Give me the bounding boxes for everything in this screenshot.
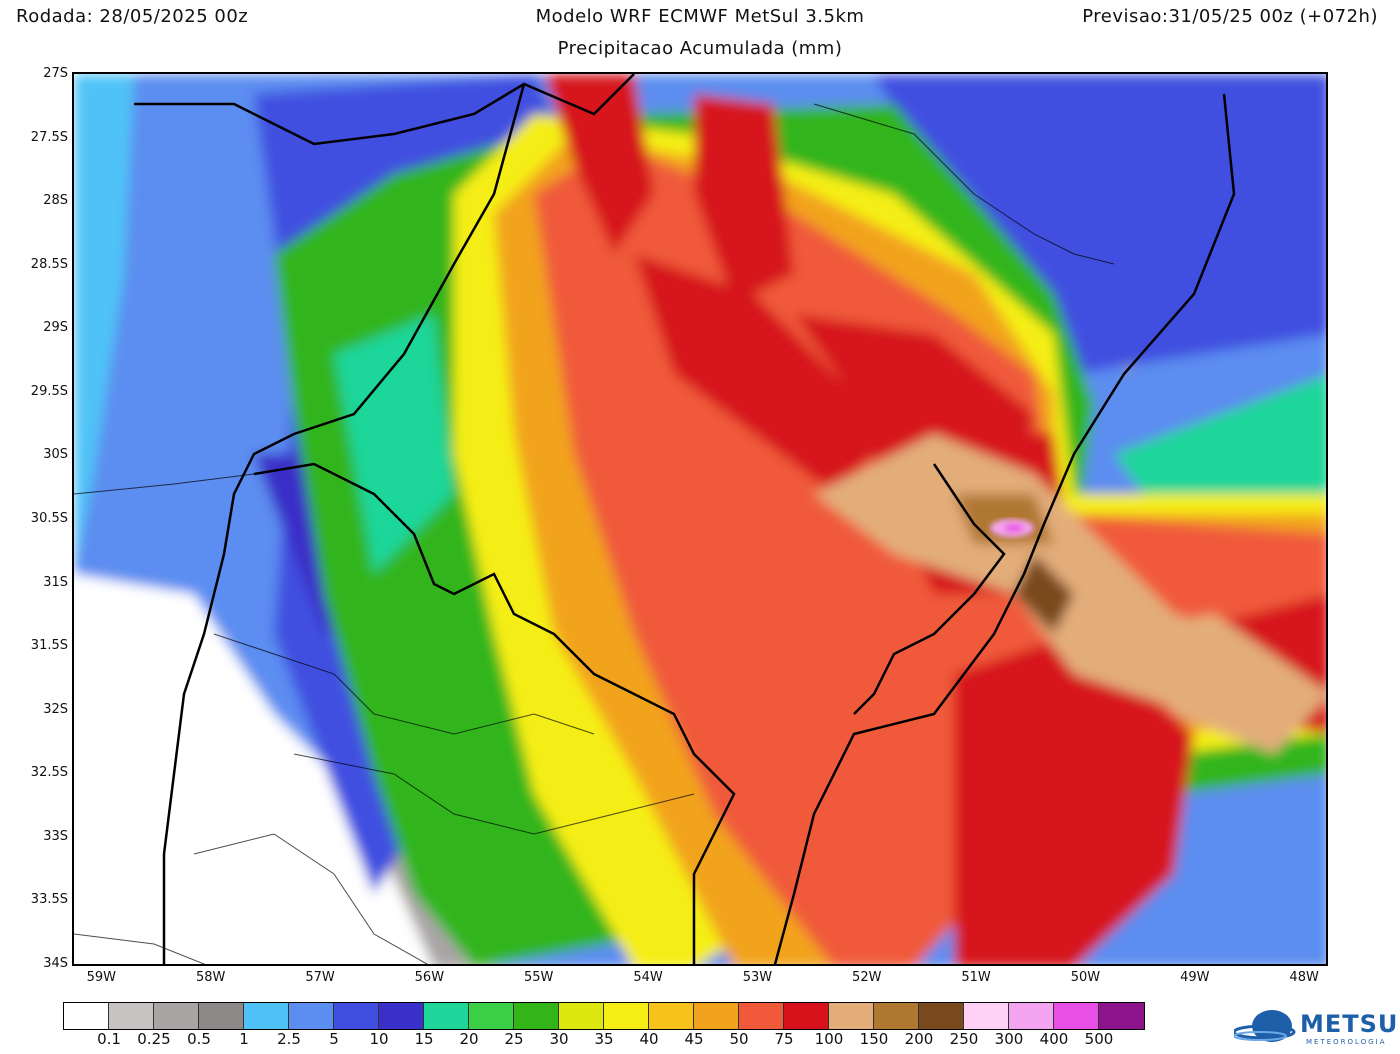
precipitation-map-svg [74, 74, 1326, 964]
colorbar-label: 10 [369, 1030, 389, 1048]
lat-tick-label: 33S [43, 828, 68, 844]
lat-tick-label: 34S [43, 956, 68, 971]
lon-tick-label: 48W [1289, 970, 1319, 985]
globe-icon [1232, 1010, 1296, 1042]
variable-subtitle: Precipitacao Acumulada (mm) [557, 38, 843, 59]
colorbar-label: 2.5 [277, 1030, 301, 1048]
colorbar-label: 500 [1084, 1030, 1114, 1048]
rain-field [74, 74, 1326, 964]
colorbar-label: 25 [504, 1030, 524, 1048]
colorbar-swatch [154, 1003, 199, 1029]
colorbar-label: 1 [239, 1030, 249, 1048]
colorbar-swatch [829, 1003, 874, 1029]
colorbar-swatch [604, 1003, 649, 1029]
colorbar-swatch [514, 1003, 559, 1029]
lat-tick-label: 32.5S [30, 765, 68, 781]
state-borders [74, 103, 1115, 964]
logo-subtitle: METEOROLOGIA [1306, 1038, 1387, 1046]
colorbar-swatch [244, 1003, 289, 1029]
lat-tick-label: 27.5S [30, 129, 68, 145]
colorbar-swatch [649, 1003, 694, 1029]
country-borders [134, 74, 1236, 964]
precipitation-colorbar [63, 1002, 1145, 1030]
metsul-logo: METSUL METEOROLOGIA [1232, 1006, 1400, 1050]
colorbar-label: 0.25 [137, 1030, 171, 1048]
colorbar-label: 250 [949, 1030, 979, 1048]
lon-tick-label: 56W [414, 970, 445, 985]
run-time-label: Rodada: 28/05/2025 00z [16, 6, 249, 27]
lat-tick-label: 29.5S [30, 383, 68, 399]
colorbar-swatch [739, 1003, 784, 1029]
lat-tick-label: 29S [43, 320, 68, 336]
colorbar-label: 5 [329, 1030, 339, 1048]
lon-tick-label: 49W [1180, 970, 1210, 985]
lon-tick-label: 54W [633, 970, 663, 985]
colorbar-label: 400 [1039, 1030, 1069, 1048]
colorbar-swatch [919, 1003, 964, 1029]
colorbar-label: 200 [904, 1030, 934, 1048]
lat-tick-label: 27S [43, 66, 68, 81]
lat-tick-label: 28.5S [30, 256, 68, 272]
colorbar-label: 75 [774, 1030, 794, 1048]
colorbar-label: 40 [639, 1030, 659, 1048]
colorbar-swatch [1099, 1003, 1144, 1029]
lat-tick-label: 30S [43, 447, 68, 463]
colorbar-label: 300 [994, 1030, 1024, 1048]
colorbar-swatch [469, 1003, 514, 1029]
lon-tick-label: 58W [195, 970, 226, 985]
forecast-valid-label: Previsao:31/05/25 00z (+072h) [1082, 6, 1378, 27]
lat-tick-label: 32S [43, 701, 68, 717]
colorbar-label: 50 [729, 1030, 749, 1048]
lon-tick-label: 51W [961, 970, 991, 985]
colorbar-label: 0.1 [97, 1030, 121, 1048]
colorbar-label: 0.5 [187, 1030, 211, 1048]
colorbar-swatch [424, 1003, 469, 1029]
colorbar-swatch [379, 1003, 424, 1029]
lat-tick-label: 31.5S [30, 638, 68, 654]
colorbar-label: 15 [414, 1030, 434, 1048]
colorbar-swatch [199, 1003, 244, 1029]
colorbar-swatch [784, 1003, 829, 1029]
lon-tick-label: 55W [524, 970, 554, 985]
colorbar-label: 30 [549, 1030, 569, 1048]
colorbar-swatch [874, 1003, 919, 1029]
colorbar-label: 35 [594, 1030, 614, 1048]
lat-tick-label: 28S [43, 193, 68, 209]
lon-tick-label: 57W [305, 970, 335, 985]
lon-tick-label: 52W [852, 970, 882, 985]
colorbar-swatch [559, 1003, 604, 1029]
colorbar-swatch [289, 1003, 334, 1029]
colorbar-swatch [64, 1003, 109, 1029]
colorbar-swatch [1009, 1003, 1054, 1029]
logo-wordmark: METSUL [1300, 1010, 1400, 1038]
colorbar-label: 20 [459, 1030, 479, 1048]
colorbar-label: 150 [859, 1030, 889, 1048]
precipitation-map [72, 72, 1328, 966]
lon-tick-label: 53W [742, 970, 773, 985]
colorbar-swatch [964, 1003, 1009, 1029]
model-title: Modelo WRF ECMWF MetSul 3.5km [535, 6, 865, 27]
colorbar-swatch [109, 1003, 154, 1029]
lat-tick-label: 30.5S [30, 511, 68, 526]
colorbar-label: 100 [814, 1030, 844, 1048]
lon-tick-label: 50W [1070, 970, 1101, 985]
lat-tick-label: 33.5S [30, 892, 68, 908]
lat-tick-label: 31S [43, 574, 68, 590]
lon-tick-label: 59W [86, 970, 117, 985]
colorbar-label: 45 [684, 1030, 704, 1048]
colorbar-swatch [694, 1003, 739, 1029]
colorbar-swatch [334, 1003, 379, 1029]
colorbar-swatch [1054, 1003, 1099, 1029]
